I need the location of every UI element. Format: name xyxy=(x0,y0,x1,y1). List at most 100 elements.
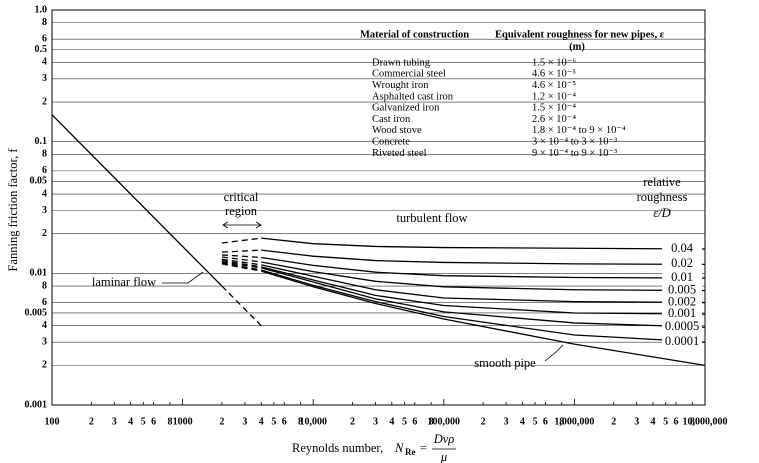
friction-line xyxy=(51,114,262,327)
table-cell: Riveted steel xyxy=(372,148,427,159)
legend-label: 0.04 xyxy=(671,241,694,255)
table-cell: 3 × 10⁻⁴ to 3 × 10⁻³ xyxy=(532,137,617,148)
y-tick-label: 4 xyxy=(42,57,47,68)
friction-line xyxy=(221,261,706,328)
x-tick-label: 8 xyxy=(429,416,434,427)
line-annotation: laminar flow xyxy=(92,275,156,289)
x-tick-label: 3 xyxy=(504,416,509,427)
friction-line xyxy=(221,259,706,315)
legend-label-bg xyxy=(662,258,702,271)
x-tick-label: 6 xyxy=(151,416,156,427)
table-cell: 1.5 × 10⁻⁶ xyxy=(532,57,576,68)
table-cell: 4.6 × 10⁻⁵ xyxy=(532,69,576,80)
y-tick-label: 0.05 xyxy=(30,176,48,187)
x-tick-label: 6 xyxy=(412,416,417,427)
x-tick-label: 5 xyxy=(402,416,407,427)
x-tick-label: 5 xyxy=(271,416,276,427)
legend-title: roughness xyxy=(637,190,688,204)
legend-label-bg xyxy=(662,243,702,256)
table-cell: Wrought iron xyxy=(372,80,429,91)
table-cell: 4.6 × 10⁻⁵ xyxy=(532,80,576,91)
x-tick-label: 3 xyxy=(373,416,378,427)
x-tick-label: 100,000 xyxy=(428,416,461,427)
legend-label-bg xyxy=(662,284,702,297)
table-cell: Galvanized iron xyxy=(372,103,440,114)
table-cell: Cast iron xyxy=(372,114,411,125)
x-tick-label: 10,000,000 xyxy=(683,416,728,427)
x-axis-label-denominator: μ xyxy=(440,450,447,463)
table-cell: Asphalted cast iron xyxy=(372,91,454,102)
friction-line xyxy=(221,254,706,279)
legend-title: relative xyxy=(643,175,681,189)
y-tick-label: 2 xyxy=(42,228,47,239)
y-tick-label: 3 xyxy=(42,205,47,216)
x-tick-label: 6 xyxy=(543,416,548,427)
x-axis-label-text: Reynolds number, xyxy=(292,441,383,455)
table-cell: Concrete xyxy=(372,137,410,148)
x-tick-label: 2 xyxy=(350,416,355,427)
y-tick-label: 8 xyxy=(42,149,47,160)
table-cell: Wood stove xyxy=(372,125,422,136)
x-tick-label: 3 xyxy=(112,416,117,427)
x-tick-label: 4 xyxy=(128,416,133,427)
y-tick-label: 0.01 xyxy=(30,268,48,279)
friction-line xyxy=(221,262,706,343)
table-cell: Drawn tubing xyxy=(372,57,431,68)
x-tick-label: 8 xyxy=(298,416,303,427)
line-annotation: smooth pipe xyxy=(474,356,536,370)
y-tick-label: 6 xyxy=(42,297,47,308)
x-tick-label: 5 xyxy=(533,416,538,427)
table-cell: 1.8 × 10⁻⁴ to 9 × 10⁻⁴ xyxy=(532,125,626,136)
x-tick-label: 8 xyxy=(559,416,564,427)
x-tick-label: 1000 xyxy=(173,416,193,427)
x-axis-label-symbol: N xyxy=(394,441,404,455)
y-axis-label: Fanning friction factor, f xyxy=(6,148,20,272)
table-cell: 9 × 10⁻⁴ to 9 × 10⁻³ xyxy=(532,148,617,159)
legend-title: ε/D xyxy=(653,206,670,220)
y-tick-label: 1.0 xyxy=(35,4,48,15)
friction-line xyxy=(221,249,706,266)
x-tick-label: 4 xyxy=(259,416,264,427)
y-tick-label: 3 xyxy=(42,73,47,84)
y-tick-label: 0.1 xyxy=(35,136,48,147)
y-tick-label: 0.005 xyxy=(25,307,48,318)
friction-line xyxy=(221,237,706,250)
table-cell: Commercial steel xyxy=(372,69,446,80)
legend-label-bg xyxy=(662,336,702,349)
legend-label-bg xyxy=(662,308,702,321)
x-tick-label: 2 xyxy=(481,416,486,427)
table-unit: (m) xyxy=(569,41,585,52)
table-cell: 1.2 × 10⁻⁴ xyxy=(532,91,576,102)
annotation-leader xyxy=(544,344,564,362)
legend-label-bg xyxy=(662,296,702,309)
x-tick-label: 2 xyxy=(219,416,224,427)
x-axis-label-equals: = xyxy=(420,441,427,455)
table-header: Equivalent roughness for new pipes, ε xyxy=(495,29,665,40)
legend-label: 0.02 xyxy=(671,256,693,270)
x-tick-label: 5 xyxy=(663,416,668,427)
x-tick-label: 5 xyxy=(141,416,146,427)
legend-label: 0.0005 xyxy=(665,319,699,333)
legend-label: 0.001 xyxy=(668,306,696,320)
y-tick-label: 8 xyxy=(42,280,47,291)
y-tick-label: 0.001 xyxy=(25,399,48,410)
critical-region-label: region xyxy=(225,204,258,218)
table-header: Material of construction xyxy=(360,29,469,40)
y-tick-label: 3 xyxy=(42,336,47,347)
x-tick-label: 3 xyxy=(634,416,639,427)
legend-label: 0.01 xyxy=(671,270,693,284)
y-tick-label: 6 xyxy=(42,165,47,176)
x-tick-label: 10,000 xyxy=(299,416,327,427)
y-tick-label: 4 xyxy=(42,188,47,199)
x-tick-label: 4 xyxy=(520,416,525,427)
x-tick-label: 4 xyxy=(389,416,394,427)
plot-frame xyxy=(51,9,706,406)
legend-label-bg xyxy=(662,272,702,285)
x-axis-label-subscript: Re xyxy=(405,447,416,457)
critical-region-label: critical xyxy=(224,190,259,204)
x-tick-label: 6 xyxy=(282,416,287,427)
roughness-table: Material of construction Equivalent roug… xyxy=(360,29,665,158)
y-tick-label: 8 xyxy=(42,17,47,28)
annotation-leader xyxy=(162,271,204,284)
